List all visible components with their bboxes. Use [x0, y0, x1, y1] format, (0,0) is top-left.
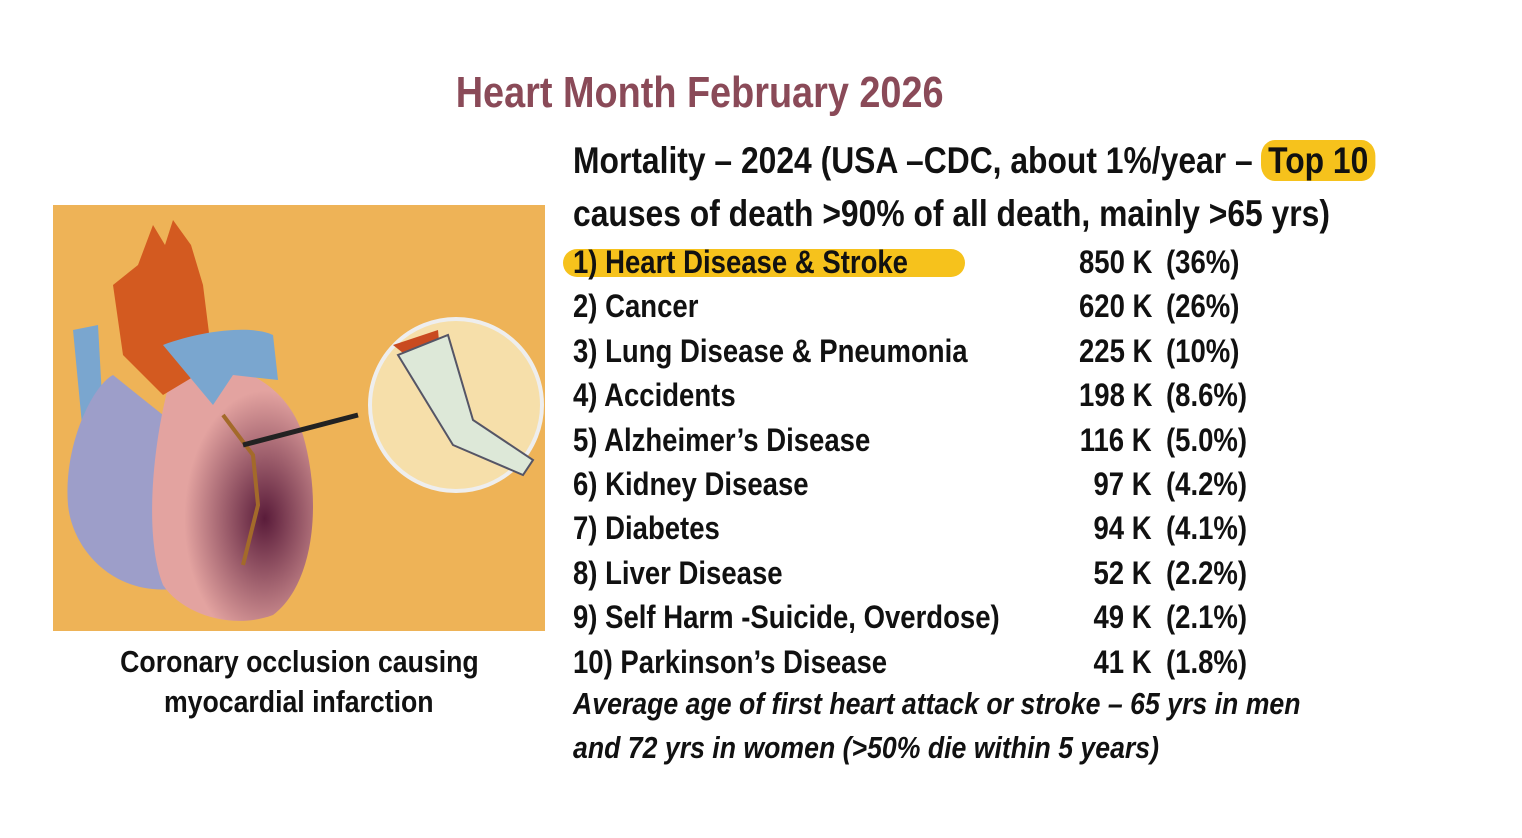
cause-deaths: 49 K	[1093, 599, 1152, 636]
cause-share: (36%)	[1166, 244, 1240, 280]
cause-share: (26%)	[1166, 288, 1240, 325]
title-text: Heart Month February 2026	[456, 68, 944, 117]
cause-name: 1) Heart Disease & Stroke	[573, 244, 908, 280]
cause-name: 4) Accidents	[573, 377, 736, 414]
heading-line: causes of death >90% of all death, mainl…	[573, 193, 1330, 234]
cause-share: (10%)	[1166, 332, 1240, 369]
cause-share: (5.0%)	[1166, 421, 1248, 458]
heart-illustration	[53, 205, 545, 631]
cause-name: 5) Alzheimer’s Disease	[573, 421, 871, 458]
cause-share: (1.8%)	[1166, 643, 1248, 680]
figure-caption: Coronary occlusion causing	[53, 644, 545, 680]
cause-name: 7) Diabetes	[573, 510, 720, 547]
cause-deaths: 116 K	[1080, 421, 1152, 458]
cause-deaths: 41 K	[1093, 643, 1152, 680]
cause-name: 3) Lung Disease & Pneumonia	[573, 332, 968, 369]
cause-name: 2) Cancer	[573, 288, 699, 325]
heading-text: Mortality – 2024 (USA –CDC, about 1%/yea…	[573, 140, 1253, 181]
cause-share: (4.1%)	[1166, 510, 1248, 547]
cause-share: (8.6%)	[1166, 377, 1248, 414]
cause-deaths: 97 K	[1093, 466, 1152, 502]
cause-share: (2.1%)	[1166, 599, 1248, 636]
cause-deaths: 52 K	[1093, 554, 1152, 591]
caption-line: myocardial infarction	[164, 684, 434, 719]
cause-deaths: 850 K	[1078, 244, 1152, 280]
cause-deaths: 94 K	[1093, 510, 1152, 547]
cause-name: 8) Liver Disease	[573, 554, 783, 591]
cause-deaths: 620 K	[1078, 288, 1152, 325]
cause-deaths: 225 K	[1078, 332, 1152, 369]
footnote-line: Average age of first heart attack or str…	[573, 686, 1301, 721]
cause-deaths: 198 K	[1078, 377, 1152, 414]
cause-share: (2.2%)	[1166, 554, 1248, 591]
caption-line: Coronary occlusion causing	[119, 644, 479, 679]
figure-caption: myocardial infarction	[53, 684, 545, 720]
row-highlight	[563, 249, 965, 277]
heading-line: Mortality – 2024 (USA –CDC, about 1%/yea…	[573, 140, 1376, 182]
footnote-line: and 72 yrs in women (>50% die within 5 y…	[573, 730, 1159, 765]
heading-highlight: Top 10	[1261, 140, 1376, 181]
cause-name: 10) Parkinson’s Disease	[573, 643, 888, 680]
cause-name: 6) Kidney Disease	[573, 466, 809, 502]
cause-name: 9) Self Harm -Suicide, Overdose)	[573, 599, 1000, 636]
cause-share: (4.2%)	[1166, 466, 1248, 502]
slide-title: Heart Month February 2026	[0, 68, 1400, 118]
